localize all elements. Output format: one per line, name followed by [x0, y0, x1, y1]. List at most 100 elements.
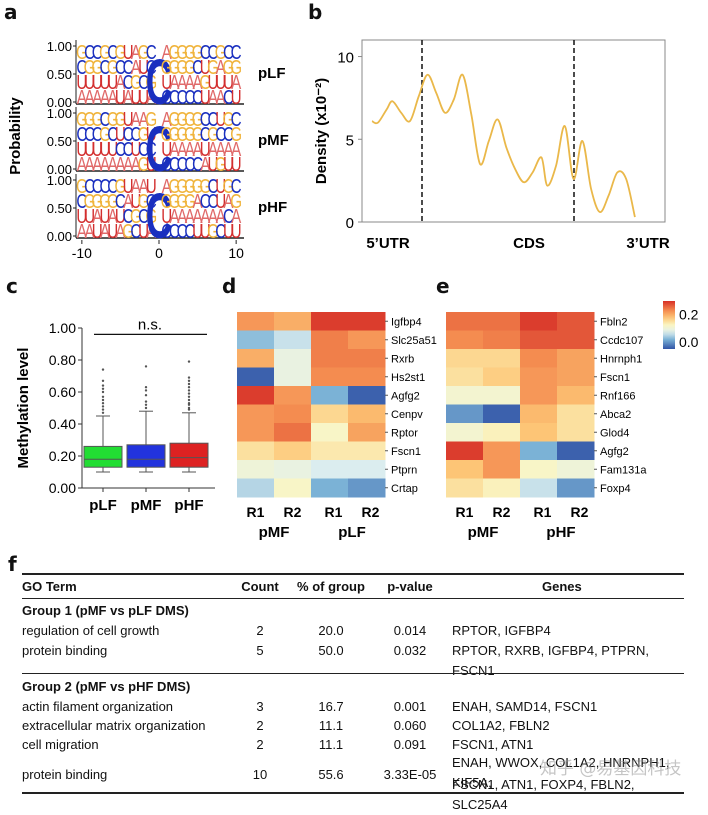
logo-letter: A — [162, 108, 172, 131]
row-label: Fscn1 — [600, 372, 630, 384]
y-tick-label: 0.00 — [49, 480, 76, 496]
heatmap-cell — [520, 367, 558, 387]
outlier-point — [144, 400, 148, 403]
heatmap-cell — [557, 349, 595, 368]
logo-letter: C — [123, 71, 134, 94]
logo-letter: G — [176, 175, 188, 198]
logo-letter: U — [215, 71, 226, 94]
heatmap-cell — [274, 386, 312, 405]
logo-letter: A — [200, 205, 210, 228]
column-label: R2 — [284, 504, 302, 520]
logo-letter: A — [108, 86, 118, 109]
row-label: Rnf166 — [600, 390, 635, 402]
heatmap-cell — [557, 312, 595, 331]
logo-letter: G — [169, 56, 181, 79]
heatmap-cell — [348, 330, 386, 350]
logo-letter: G — [207, 123, 219, 146]
outlier-point — [101, 411, 105, 414]
heatmap-cell — [237, 349, 275, 368]
p-value: 3.33E-05 — [383, 767, 437, 782]
heatmap-cell — [483, 386, 521, 405]
heatmap-cell — [446, 404, 484, 424]
y-tick-label: 1.00 — [47, 173, 72, 188]
row-label: Agfg2 — [600, 446, 629, 458]
logo-letter: C — [84, 123, 95, 146]
logo-letter: G — [192, 175, 204, 198]
logo-letter: G — [99, 190, 111, 213]
logo-letter: A — [139, 175, 149, 198]
logo-letter: G — [230, 56, 242, 79]
logo-letter: G — [192, 41, 204, 64]
row-label: Igfbp4 — [391, 316, 422, 328]
heatmap-cell — [348, 460, 386, 479]
logo-letter: C — [231, 41, 242, 64]
outlier-point — [101, 379, 105, 382]
heatmap-cell — [520, 404, 558, 424]
y-tick-label: 0.00 — [47, 95, 72, 110]
y-tick-label: 0.40 — [49, 416, 76, 432]
outlier-point — [187, 379, 191, 382]
heatmap-cell — [520, 460, 558, 479]
logo-letter: G — [223, 56, 235, 79]
heatmap-cell — [348, 423, 386, 442]
heatmap-cell — [311, 460, 349, 479]
logo-letter: A — [177, 205, 187, 228]
outlier-point — [187, 406, 191, 410]
outlier-point — [101, 408, 105, 411]
y-tick-label: 0.80 — [49, 352, 76, 368]
heatmap-cell — [311, 349, 349, 368]
logo-letter: U — [208, 153, 219, 176]
heatmap-cell — [311, 312, 349, 331]
logo-letter: A — [223, 138, 233, 161]
header-pct: % of group — [297, 579, 365, 594]
logo-letter: U — [76, 138, 87, 161]
logo-letter: A — [85, 153, 95, 176]
row-label: Hnrnph1 — [600, 353, 642, 365]
logo-letter: A — [169, 71, 179, 94]
y-tick-label: 0.50 — [47, 134, 72, 149]
heatmap-cell — [446, 330, 484, 350]
logo-letter: U — [92, 138, 103, 161]
logo-letter: A — [92, 153, 102, 176]
region-label: CDS — [513, 235, 545, 252]
x-tick-label: pMF — [131, 497, 162, 514]
logo-letter: A — [123, 86, 133, 109]
go-term: regulation of cell growth — [22, 623, 160, 638]
logo-letter: C — [107, 123, 118, 146]
heatmap-cell — [446, 349, 484, 368]
logo-letter: A — [208, 86, 218, 109]
logo-letter: U — [146, 153, 157, 176]
heatmap-cell — [557, 386, 595, 405]
logo-letter: U — [138, 86, 149, 109]
logo-letter: A — [100, 220, 110, 243]
logo-letter: C — [100, 175, 111, 198]
logo-letter: G — [76, 41, 88, 64]
logo-letter: A — [92, 86, 102, 109]
logo-letter: C — [100, 56, 111, 79]
group-label: pMF — [468, 524, 499, 541]
column-label: R1 — [456, 504, 474, 520]
heatmap-pmf-vs-phf: Fbln2 Ccdc107 Hnrnph1 Fscn1 Rnf166 Abca2 Glod4… — [446, 301, 699, 541]
logo-letter: U — [107, 220, 118, 243]
heatmap-cell — [483, 312, 521, 331]
row-label: pLF — [258, 65, 286, 82]
logo-letter: U — [223, 153, 234, 176]
heatmap-cell — [237, 404, 275, 424]
y-tick-label: 0.00 — [47, 162, 72, 177]
logo-letter: A — [108, 205, 118, 228]
count: 5 — [256, 643, 264, 658]
row-label: Ptprn — [391, 464, 417, 476]
logo-letter: G — [223, 108, 235, 131]
logo-letter: A — [115, 71, 125, 94]
density-line — [371, 73, 636, 218]
logo-letter: C — [231, 175, 242, 198]
logo-letter: C — [200, 41, 211, 64]
logo-letter: U — [200, 220, 211, 243]
logo-letter: C — [107, 175, 118, 198]
logo-letter: U — [161, 205, 172, 228]
logo-letter: C — [107, 41, 118, 64]
go-term: protein binding — [22, 643, 108, 658]
logo-letter: C — [177, 86, 188, 109]
logo-letter: G — [161, 190, 173, 213]
heatmap-cell — [274, 367, 312, 387]
